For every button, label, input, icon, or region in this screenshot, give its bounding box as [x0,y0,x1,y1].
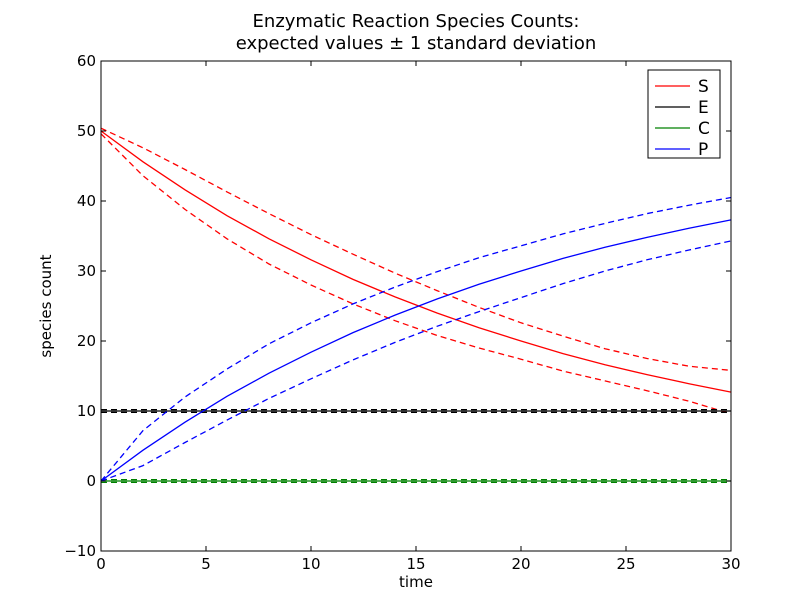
chart-title-line1: Enzymatic Reaction Species Counts: [253,11,580,32]
chart-title-line2: expected values ± 1 standard deviation [236,33,597,54]
legend-label-E: E [698,98,709,118]
y-tick-label: 10 [77,402,96,420]
x-axis-label: time [399,573,433,591]
x-tick-label: 10 [301,555,320,573]
x-tick-label: 20 [511,555,530,573]
y-tick-label: 30 [77,262,96,280]
x-tick-label: 25 [616,555,635,573]
series-layer [100,127,732,484]
y-tick-label: 0 [86,472,96,490]
series-P-upper-line [100,196,732,482]
x-tick-label: 5 [201,555,211,573]
x-tick-label: 0 [96,555,106,573]
legend-frame [647,69,721,159]
series-P-mean-line [100,219,732,482]
y-tick-label: 60 [77,52,96,70]
y-tick-label: 40 [77,192,96,210]
series-S-upper-line [100,127,732,372]
legend-label-S: S [698,77,709,97]
series-S-mean-line [100,130,732,393]
legend-label-P: P [698,140,708,160]
y-tick-label: 20 [77,332,96,350]
y-tick-label: −10 [64,542,96,560]
x-tick-label: 15 [406,555,425,573]
y-axis-label: species count [37,254,55,357]
x-tick-label: 30 [721,555,740,573]
y-tick-label: 50 [77,122,96,140]
legend-label-C: C [698,119,710,139]
series-S-lower-line [100,133,732,415]
